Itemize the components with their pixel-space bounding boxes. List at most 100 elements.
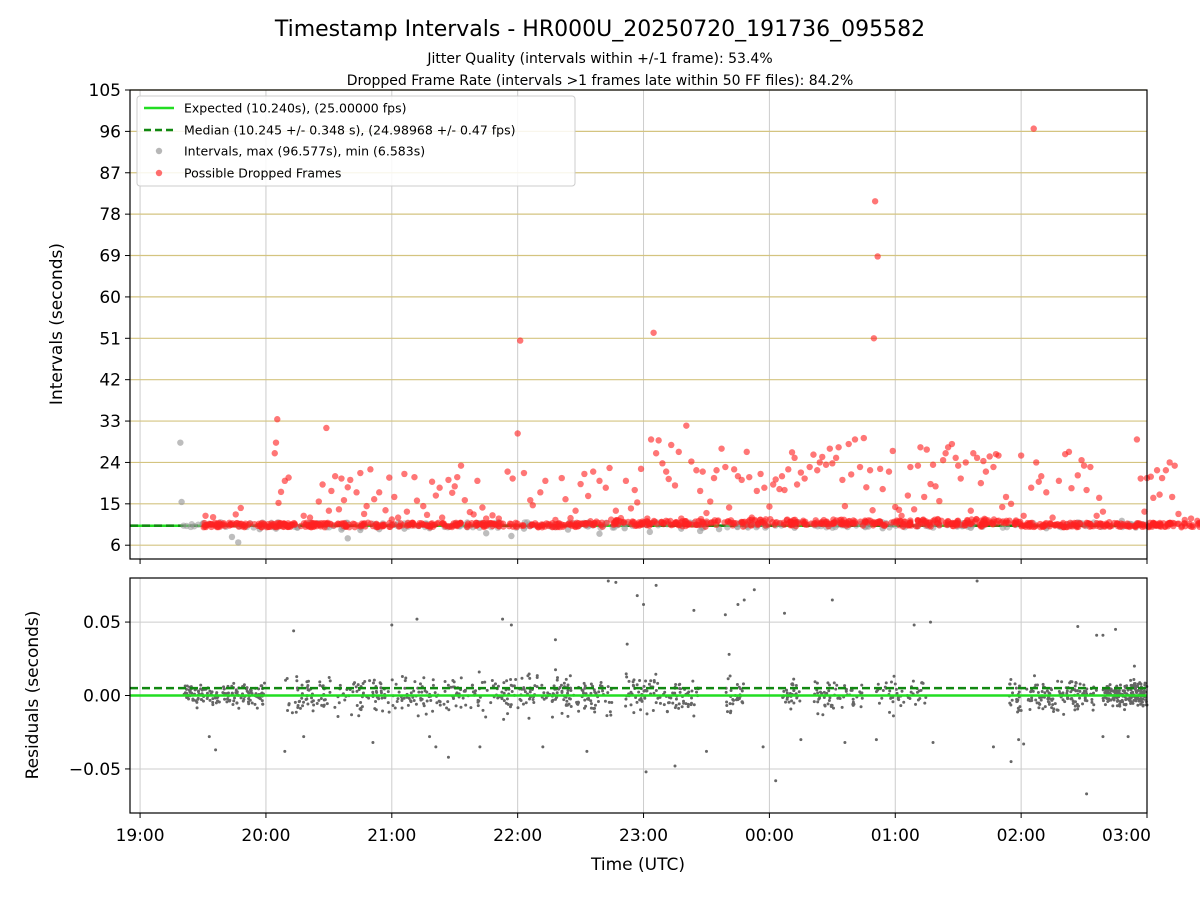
residual-point (1075, 682, 1078, 685)
dropped-frame-point (792, 520, 798, 526)
residual-point (1034, 699, 1037, 702)
dropped-frame-point (567, 515, 573, 521)
residual-point (594, 704, 597, 707)
residual-point (1008, 702, 1011, 705)
intervals-ytick-label-6: 60 (99, 288, 121, 308)
residual-point (554, 638, 557, 641)
residual-point (1050, 688, 1053, 691)
residual-point (1074, 684, 1077, 687)
residual-point (1082, 683, 1085, 686)
residual-point (291, 711, 294, 714)
residual-point (1015, 698, 1018, 701)
residual-point (654, 673, 657, 676)
residual-point (674, 683, 677, 686)
dropped-frame-point (761, 485, 767, 491)
legend-label-dropped: Possible Dropped Frames (184, 166, 341, 181)
residual-point (541, 745, 544, 748)
residual-point (247, 702, 250, 705)
residual-point (814, 680, 817, 683)
dropped-frame-point (540, 522, 546, 528)
residual-point (1014, 682, 1017, 685)
interval-point (697, 528, 703, 534)
dropped-frame-point (1171, 462, 1177, 468)
residual-point (729, 702, 732, 705)
residual-point (371, 741, 374, 744)
interval-point (229, 534, 235, 540)
dropped-frame-point (767, 516, 773, 522)
residual-point (888, 689, 891, 692)
residual-point (566, 689, 569, 692)
residual-point (501, 618, 504, 621)
residual-point (682, 702, 685, 705)
residual-point (724, 613, 727, 616)
residual-point (472, 690, 475, 693)
dropped-frame-point (326, 508, 332, 514)
residual-point (301, 684, 304, 687)
residual-point (527, 717, 530, 720)
residual-point (328, 676, 331, 679)
residual-point (668, 701, 671, 704)
residual-point (429, 699, 432, 702)
residual-point (536, 676, 539, 679)
residual-point (1136, 697, 1139, 700)
residual-point (546, 691, 549, 694)
dropped-frame-point (958, 475, 964, 481)
dropped-frame-point (1049, 514, 1055, 520)
residual-point (655, 701, 658, 704)
residual-point (1123, 708, 1126, 711)
residual-point (221, 691, 224, 694)
residual-point (380, 691, 383, 694)
residual-point (1101, 735, 1104, 738)
residual-point (630, 703, 633, 706)
residual-point (899, 704, 902, 707)
residual-point (532, 698, 535, 701)
dropped-frame-point (954, 520, 960, 526)
residual-point (455, 704, 458, 707)
legend-label-expected: Expected (10.240s), (25.00000 fps) (184, 101, 406, 116)
residual-point (1074, 705, 1077, 708)
residual-point (902, 701, 905, 704)
residual-point (486, 689, 489, 692)
dropped-frame-point (862, 519, 868, 525)
residual-point (913, 624, 916, 627)
residual-point (590, 702, 593, 705)
residual-point (532, 701, 535, 704)
residual-point (823, 691, 826, 694)
residual-point (428, 735, 431, 738)
dropped-frame-point (462, 497, 468, 503)
residual-point (1033, 674, 1036, 677)
residual-point (1041, 707, 1044, 710)
residual-point (565, 700, 568, 703)
dropped-frame-point (1031, 125, 1037, 131)
dropped-frame-point (357, 470, 363, 476)
residual-point (1028, 708, 1031, 711)
dropped-frame-point (827, 445, 833, 451)
dropped-frame-point (318, 520, 324, 526)
residual-point (417, 714, 420, 717)
residual-point (381, 709, 384, 712)
dropped-frame-point (1056, 478, 1062, 484)
residual-point (828, 699, 831, 702)
residual-point (357, 683, 360, 686)
residual-point (740, 700, 743, 703)
residual-point (231, 703, 234, 706)
residual-point (604, 700, 607, 703)
residual-point (211, 697, 214, 700)
interval-point (178, 499, 184, 505)
residual-point (525, 701, 528, 704)
residual-point (1121, 699, 1124, 702)
residual-point (782, 690, 785, 693)
residual-point (1141, 698, 1144, 701)
residual-point (878, 702, 881, 705)
residual-point (626, 643, 629, 646)
residual-point (446, 700, 449, 703)
dropped-frame-point (781, 487, 787, 493)
residual-point (432, 684, 435, 687)
residual-point (477, 699, 480, 702)
residual-point (632, 711, 635, 714)
dropped-frame-point (1087, 464, 1093, 470)
residual-point (787, 701, 790, 704)
dropped-frame-point (542, 478, 548, 484)
dropped-frame-point (999, 504, 1005, 510)
